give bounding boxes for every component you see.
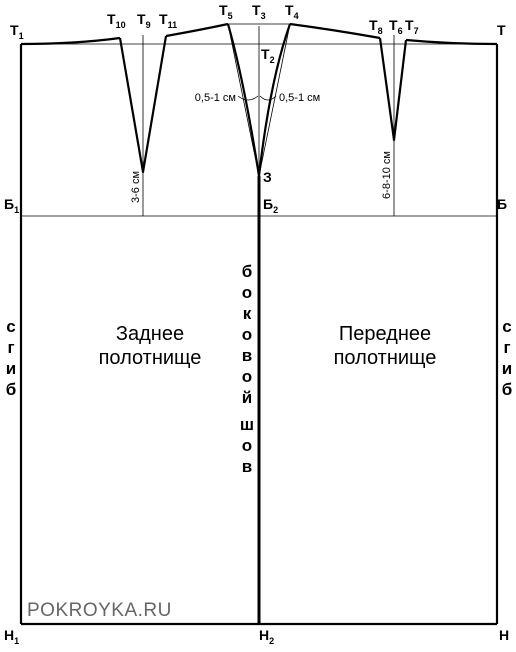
fold-left-letter: и — [6, 359, 16, 378]
pattern-outline — [19, 22, 499, 626]
side-seam-letter: в — [242, 457, 252, 476]
back-panel-title-line1: Заднее — [116, 323, 184, 345]
label-t4: Т4 — [285, 2, 299, 21]
back-panel-title-line2: полотнище — [99, 347, 202, 369]
front-dart-length-label: 6-8-10 см — [381, 151, 393, 199]
front-side-guide — [258, 23, 291, 177]
label-t: Т — [497, 22, 506, 38]
front-panel-title-line2: полотнище — [334, 347, 437, 369]
side-seam-letter: о — [242, 367, 252, 386]
label-t3: Т3 — [252, 2, 266, 21]
label-t10: Т10 — [107, 11, 126, 30]
watermark: POKROYKA.RU — [27, 600, 172, 621]
label-t6: Т6 — [389, 17, 403, 36]
point-labels: Т1 Т10 Т9 Т11 Т5 Т3 Т4 Т2 Т8 Т6 Т7 Т З Б… — [4, 2, 509, 646]
back-dart-length-label: 3-6 см — [130, 171, 142, 203]
label-t11: Т11 — [159, 11, 177, 30]
side-seam-letter: о — [242, 325, 252, 344]
side-seam-letter: й — [242, 388, 252, 407]
fold-label-right: с г и б — [502, 317, 513, 399]
label-z: З — [263, 169, 272, 185]
side-seam-letter: к — [243, 304, 252, 323]
fold-left-letter: с — [6, 317, 15, 336]
back-side-shift-label: 0,5-1 см — [195, 92, 236, 104]
side-seam-letter: ш — [240, 415, 254, 434]
back-side-curve — [226, 23, 261, 177]
fold-right-letter: с — [502, 317, 511, 336]
side-seam-letter: б — [242, 262, 253, 281]
label-n: Н — [499, 627, 509, 643]
front-waist-curve — [405, 38, 498, 46]
label-n2: Н2 — [259, 627, 274, 646]
label-b1: Б1 — [4, 196, 19, 215]
back-dart — [118, 35, 168, 174]
back-waist-curve — [20, 36, 121, 46]
label-n1: Н1 — [4, 627, 19, 646]
construction-lines — [21, 23, 497, 217]
label-b2: Б2 — [263, 196, 278, 215]
label-t7: Т7 — [405, 17, 419, 36]
fold-right-letter: и — [502, 359, 512, 378]
label-t1: Т1 — [10, 22, 24, 41]
side-seam-letter: в — [242, 346, 252, 365]
front-panel-title-line1: Переднее — [339, 323, 431, 345]
label-t2: Т2 — [261, 46, 275, 65]
side-seam-label: б о к о в о й ш о в — [240, 262, 254, 476]
back-waist-segment — [165, 22, 229, 38]
front-shift-arc — [259, 95, 277, 101]
front-dart — [378, 37, 408, 142]
back-shift-arc — [237, 95, 259, 101]
front-side-curve — [257, 23, 292, 177]
label-t9: Т9 — [137, 11, 151, 30]
label-b: Б — [497, 196, 507, 212]
fold-right-letter: б — [502, 380, 513, 399]
label-t8: Т8 — [369, 17, 383, 36]
fold-left-letter: б — [6, 380, 17, 399]
front-waist-segment — [289, 22, 381, 40]
fold-right-letter: г — [503, 338, 510, 357]
fold-left-letter: г — [7, 338, 14, 357]
fold-label-left: с г и б — [6, 317, 17, 399]
side-seam-letter: о — [242, 436, 252, 455]
label-t5: Т5 — [219, 2, 233, 21]
front-side-shift-label: 0,5-1 см — [279, 92, 320, 104]
side-seam-letter: о — [242, 283, 252, 302]
